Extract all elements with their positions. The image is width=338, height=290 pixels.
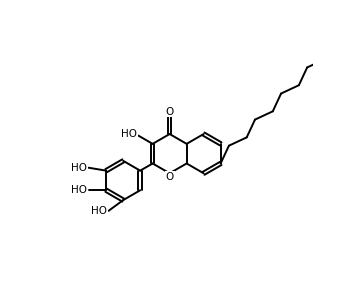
Text: O: O: [166, 106, 174, 117]
Text: O: O: [166, 172, 174, 182]
Text: HO: HO: [71, 163, 88, 173]
Text: HO: HO: [121, 129, 137, 139]
Text: HO: HO: [71, 185, 88, 195]
Text: HO: HO: [91, 206, 107, 216]
